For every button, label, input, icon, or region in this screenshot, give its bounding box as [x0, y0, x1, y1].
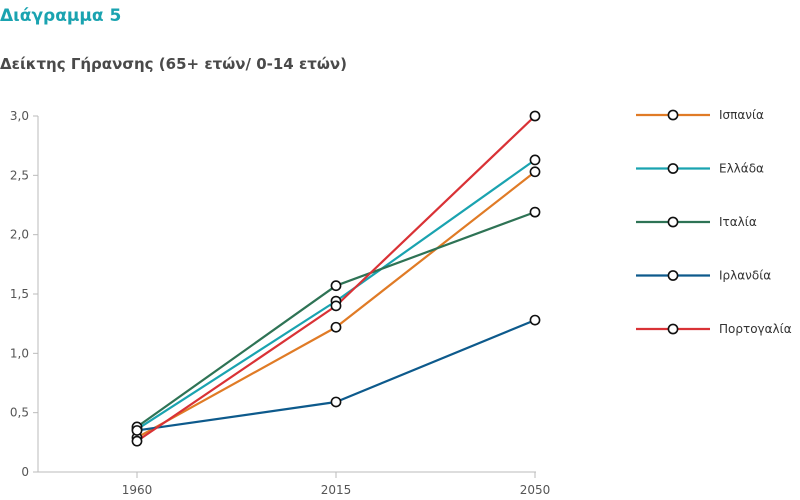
x-tick-label: 1960 [122, 483, 153, 497]
legend-label: Ιταλία [719, 215, 757, 229]
data-point [330, 300, 342, 312]
chart-title: Δείκτης Γήρανσης (65+ ετών/ 0-14 ετών) [0, 55, 347, 73]
series-line [136, 115, 536, 443]
data-point [330, 280, 342, 292]
legend-label: Ισπανία [719, 108, 764, 122]
data-point [529, 154, 541, 166]
y-tick-label: 2,0 [10, 228, 29, 242]
legend-marker [667, 216, 679, 228]
legend-marker [667, 109, 679, 121]
data-point [529, 110, 541, 122]
series-line [136, 159, 536, 431]
legend-item: Πορτογαλία [636, 322, 792, 336]
y-tick-label: 0 [21, 465, 29, 479]
data-point [131, 435, 143, 447]
x-tick-label: 2015 [321, 483, 352, 497]
data-point [131, 425, 143, 436]
legend-label: Ιρλανδία [719, 269, 771, 283]
diagram-label: Διάγραμμα 5 [0, 6, 122, 26]
y-tick-label: 2,5 [10, 168, 29, 182]
legend-item: Ιταλία [636, 215, 757, 229]
legend-marker [667, 323, 679, 335]
y-tick-label: 3,0 [10, 109, 29, 123]
legend-item: Ελλάδα [636, 162, 764, 176]
y-tick-label: 1,0 [10, 346, 29, 360]
legend-label: Πορτογαλία [719, 322, 792, 336]
data-point [330, 396, 342, 408]
legend-item: Ισπανία [636, 108, 764, 122]
legend-item: Ιρλανδία [636, 269, 771, 283]
series-line [136, 319, 536, 432]
y-tick-label: 0,5 [10, 406, 29, 420]
legend-marker [667, 270, 679, 281]
legend-label: Ελλάδα [719, 162, 764, 176]
data-point [529, 166, 541, 178]
legend-marker [667, 163, 679, 174]
x-tick-label: 2050 [520, 483, 551, 497]
y-tick-label: 1,5 [10, 287, 29, 301]
data-point [529, 314, 541, 326]
data-point [330, 321, 342, 333]
series-line [136, 211, 536, 428]
data-point [529, 206, 541, 218]
